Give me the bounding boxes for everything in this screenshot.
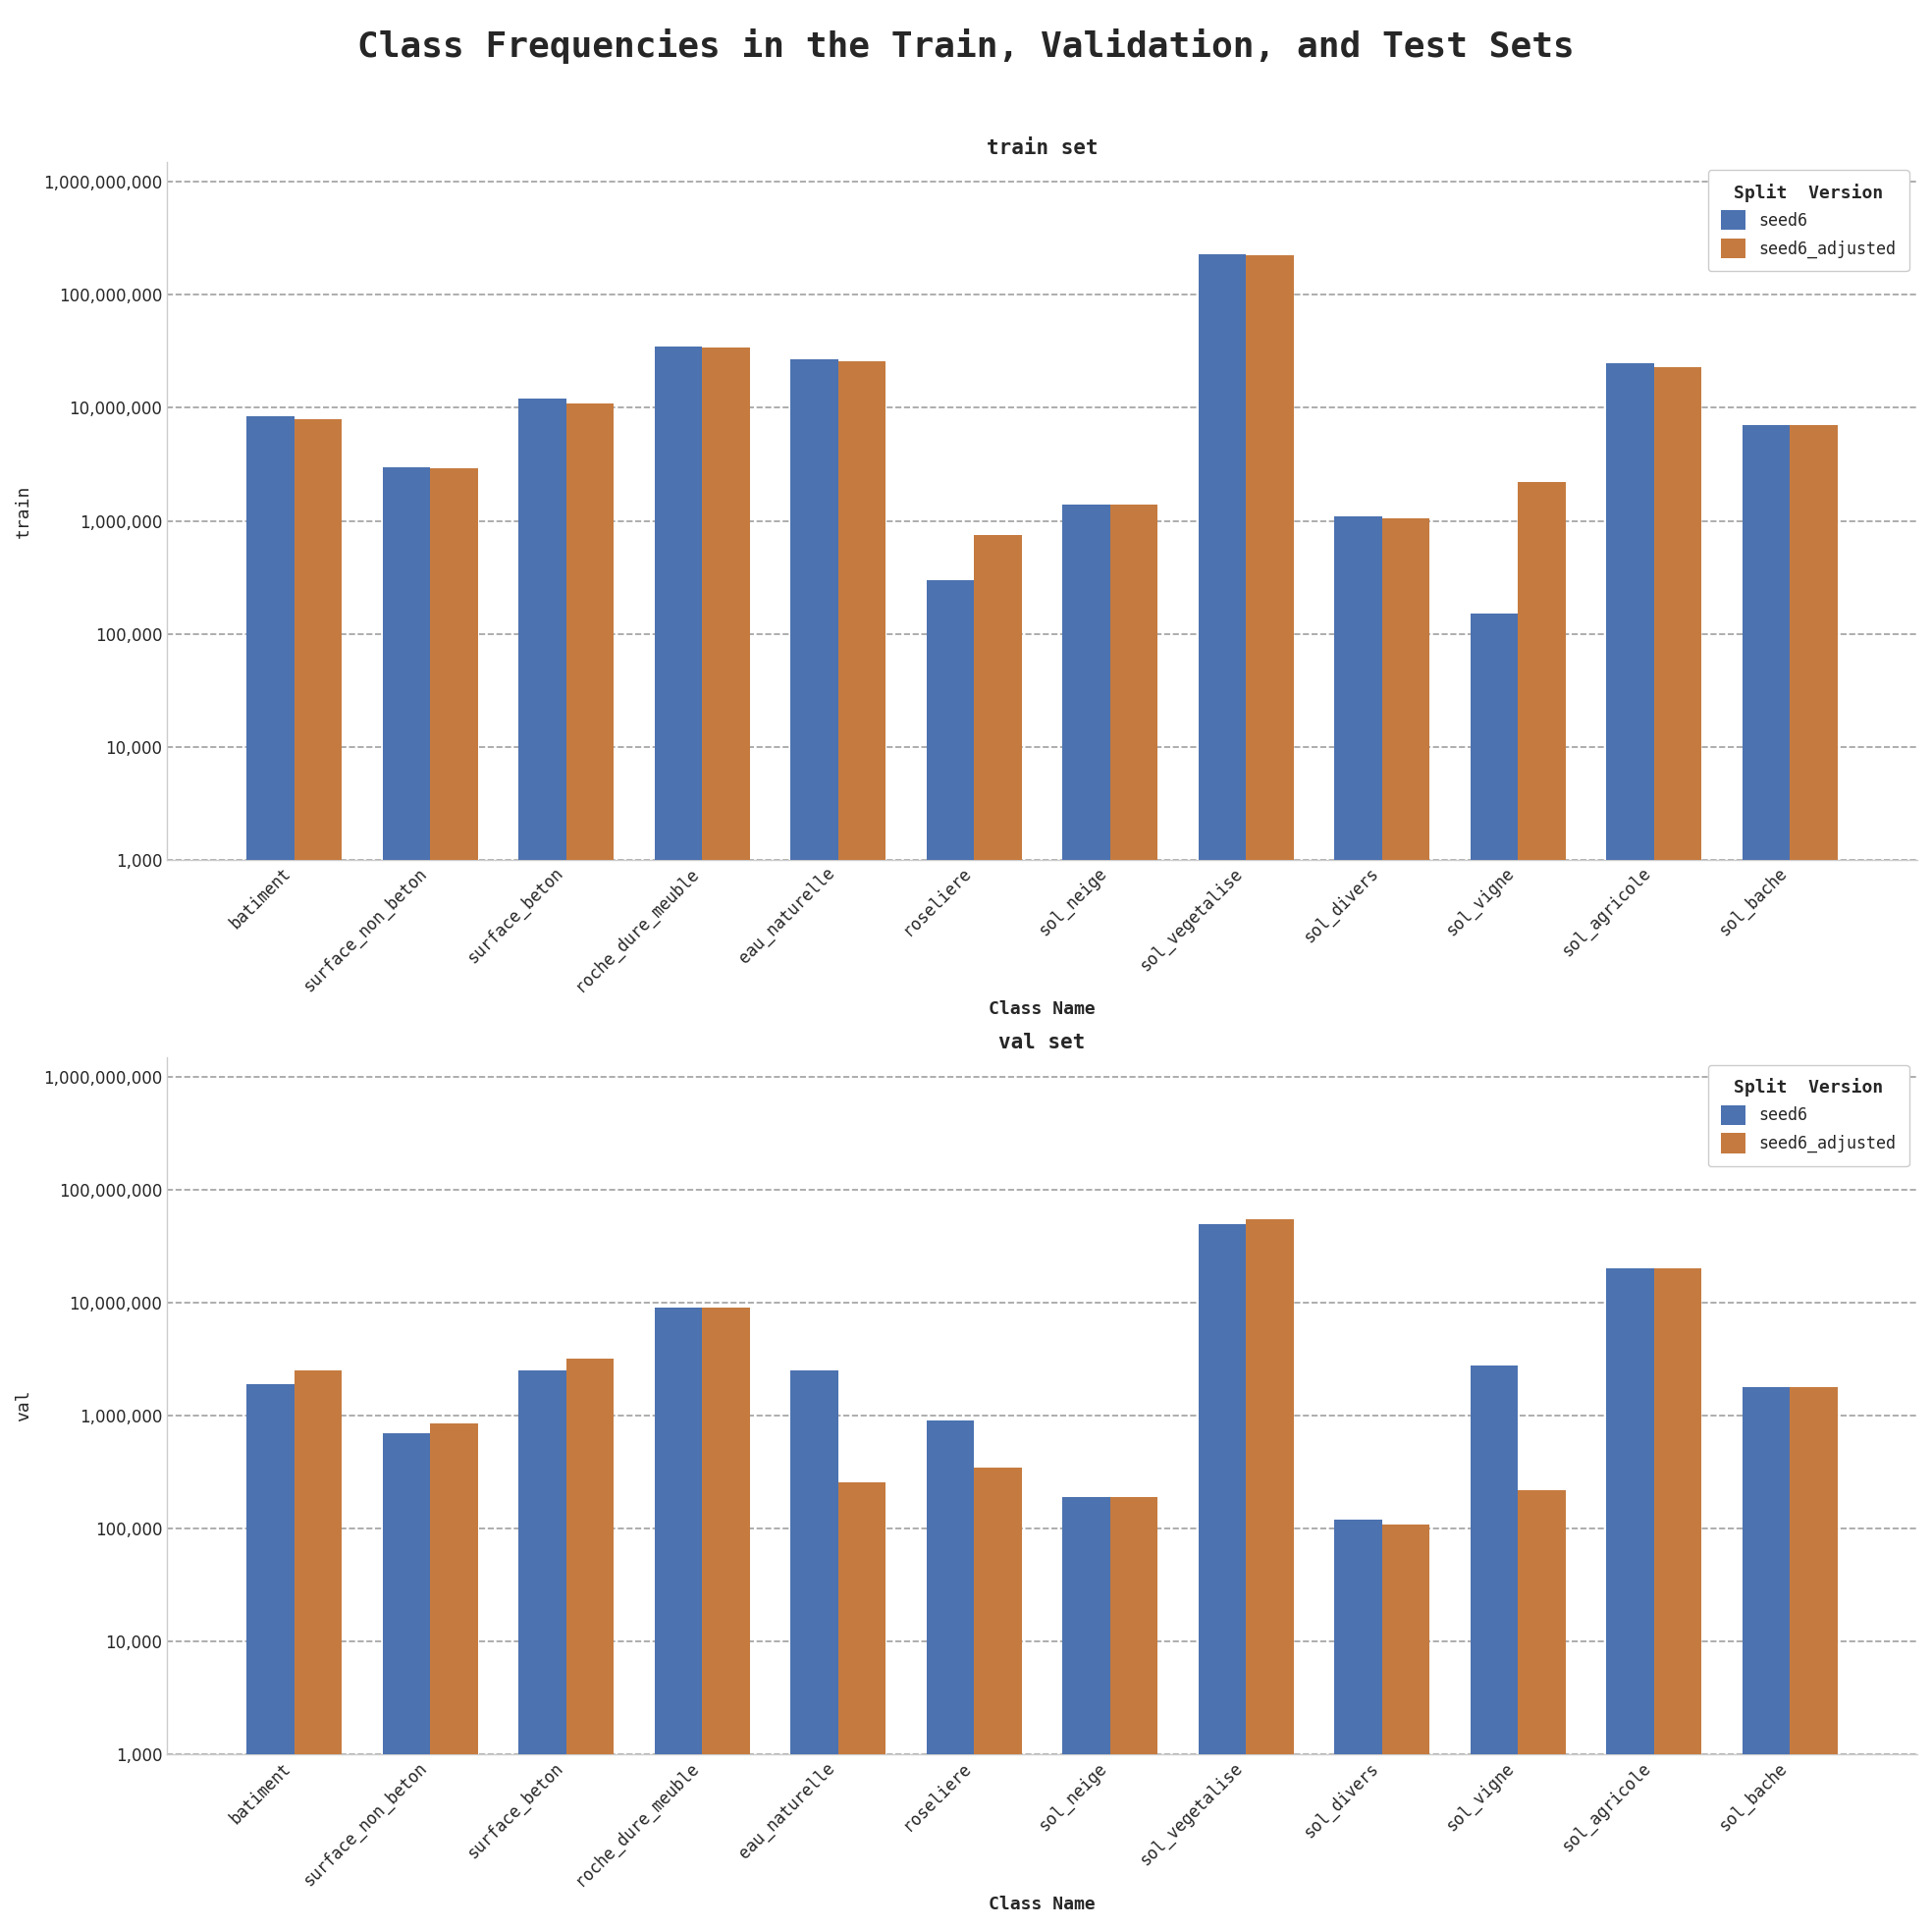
Bar <box>655 347 701 1928</box>
Bar <box>1791 426 1837 1928</box>
Bar <box>1519 482 1565 1928</box>
Bar <box>1063 1498 1111 1928</box>
Bar <box>566 1359 614 1928</box>
Bar <box>294 1371 342 1928</box>
Text: Class Frequencies in the Train, Validation, and Test Sets: Class Frequencies in the Train, Validati… <box>357 29 1575 64</box>
Bar <box>1335 517 1381 1928</box>
Bar <box>1198 254 1246 1928</box>
Bar <box>974 534 1022 1928</box>
Bar <box>247 1384 294 1928</box>
Bar <box>1111 1498 1157 1928</box>
Bar <box>1198 1224 1246 1928</box>
Bar <box>1470 1365 1519 1928</box>
Bar <box>383 1433 431 1928</box>
Bar <box>1111 505 1157 1928</box>
Y-axis label: train: train <box>15 484 33 538</box>
Bar <box>1063 505 1111 1928</box>
Bar <box>701 347 750 1928</box>
Bar <box>1607 1269 1654 1928</box>
Bar <box>1246 1218 1294 1928</box>
Bar <box>518 399 566 1928</box>
Legend: seed6, seed6_adjusted: seed6, seed6_adjusted <box>1708 170 1909 272</box>
Bar <box>383 467 431 1928</box>
Title: train set: train set <box>987 139 1097 158</box>
Bar <box>655 1307 701 1928</box>
Y-axis label: val: val <box>15 1390 33 1421</box>
Bar <box>294 418 342 1928</box>
Legend: seed6, seed6_adjusted: seed6, seed6_adjusted <box>1708 1064 1909 1166</box>
Bar <box>790 359 838 1928</box>
X-axis label: Class Name: Class Name <box>989 1895 1095 1913</box>
Bar <box>1607 362 1654 1928</box>
Bar <box>1791 1386 1837 1928</box>
Bar <box>1335 1519 1381 1928</box>
Bar <box>1654 366 1702 1928</box>
Bar <box>790 1371 838 1928</box>
Bar <box>701 1307 750 1928</box>
Bar <box>431 1423 477 1928</box>
Bar <box>247 416 294 1928</box>
Bar <box>1246 254 1294 1928</box>
Bar <box>1381 519 1430 1928</box>
Bar <box>927 1421 974 1928</box>
Bar <box>1519 1490 1565 1928</box>
Bar <box>838 1483 885 1928</box>
Title: val set: val set <box>999 1033 1086 1053</box>
Bar <box>1470 613 1519 1928</box>
Bar <box>1654 1269 1702 1928</box>
Bar <box>1381 1523 1430 1928</box>
Bar <box>1743 1386 1791 1928</box>
Bar <box>838 361 885 1928</box>
Bar <box>431 469 477 1928</box>
X-axis label: Class Name: Class Name <box>989 1001 1095 1018</box>
Bar <box>566 403 614 1928</box>
Bar <box>518 1371 566 1928</box>
Bar <box>927 580 974 1928</box>
Bar <box>1743 426 1791 1928</box>
Bar <box>974 1467 1022 1928</box>
